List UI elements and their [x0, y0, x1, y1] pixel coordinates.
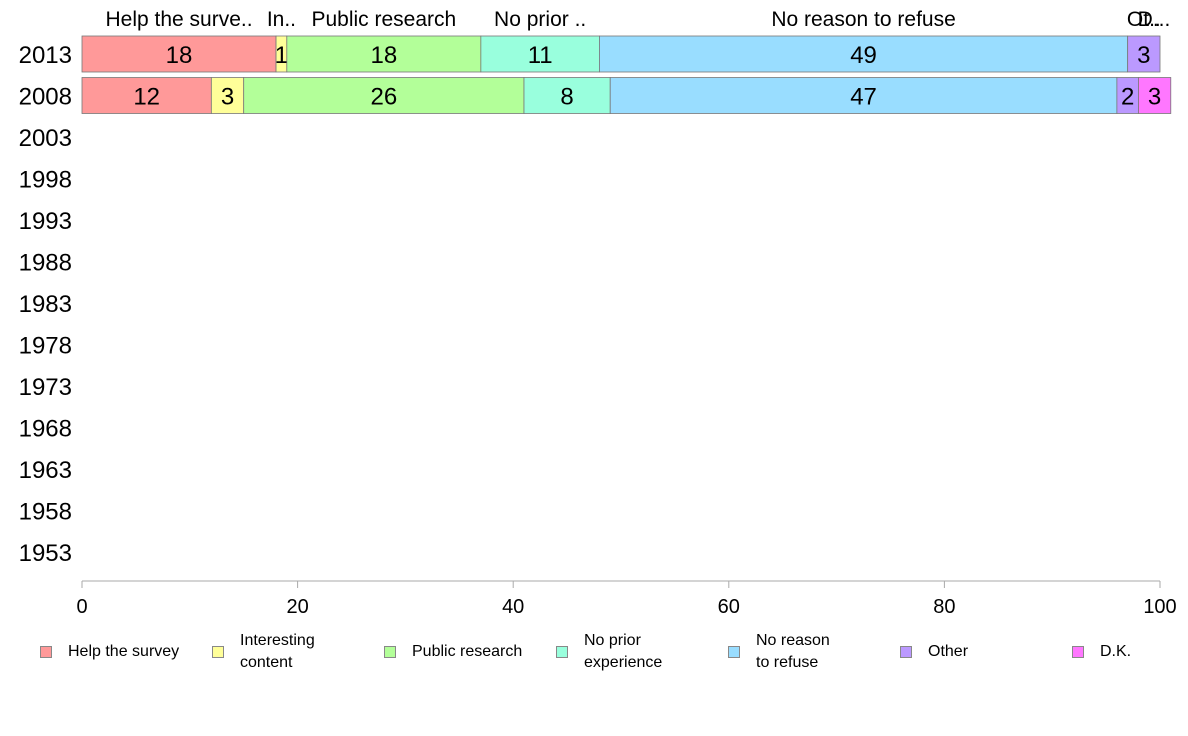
legend-item: D.K.	[1072, 630, 1131, 674]
year-label: 2013	[19, 42, 72, 69]
legend-swatch	[900, 646, 912, 658]
year-label: 1988	[19, 250, 72, 277]
year-label: 1963	[19, 457, 72, 484]
x-tick-label: 80	[933, 596, 955, 618]
x-tick-label: 20	[286, 596, 308, 618]
legend-label: Help the survey	[68, 643, 180, 660]
series-top-label: Ot..	[1127, 8, 1161, 31]
legend-label: No reason to refuse	[756, 632, 830, 671]
x-tick-label: 0	[76, 596, 87, 618]
x-tick-label: 100	[1143, 596, 1176, 618]
legend-swatch	[40, 646, 52, 658]
series-top-label: Public research	[311, 8, 456, 31]
bar-value-label: 47	[850, 84, 877, 111]
bar-value-label: 12	[133, 84, 160, 111]
legend-item: Other	[900, 630, 968, 674]
x-tick-label: 60	[718, 596, 740, 618]
bar-value-label: 1	[275, 42, 288, 69]
bar-value-label: 49	[850, 42, 877, 69]
bar-value-label: 26	[370, 84, 397, 111]
series-top-label: In..	[267, 8, 296, 31]
legend-item: Public research	[384, 630, 522, 674]
legend-swatch	[384, 646, 396, 658]
legend-label: No prior experience	[584, 632, 663, 671]
legend-item: No prior experience	[556, 630, 662, 674]
bar-value-label: 18	[166, 42, 193, 69]
bar-value-label: 11	[528, 42, 553, 69]
year-label: 2008	[19, 84, 72, 111]
series-top-label: Help the surve..	[105, 8, 252, 31]
bar-segment	[81, 77, 212, 114]
legend-swatch	[1072, 646, 1084, 658]
year-label: 1968	[19, 416, 72, 443]
bar-value-label: 3	[221, 84, 234, 111]
series-top-label: D...	[1138, 8, 1171, 31]
bar-segment	[210, 77, 245, 114]
series-top-label: No reason to refuse	[771, 8, 955, 31]
year-label: 1993	[19, 208, 72, 235]
bar-segment	[243, 77, 525, 114]
year-label: 1953	[19, 540, 72, 567]
legend-item: Help the survey	[40, 630, 179, 674]
bar-segment	[523, 77, 611, 114]
bar-segment	[1138, 77, 1172, 114]
legend-label: D.K.	[1100, 643, 1132, 660]
year-label: 1998	[19, 167, 72, 194]
year-label: 1983	[19, 291, 72, 318]
bar-segment	[1127, 35, 1161, 73]
legend-label: Interesting content	[240, 632, 315, 671]
bar-value-label: 2	[1121, 84, 1134, 111]
stacked-bar-chart: 2013200820031998199319881983197819731968…	[19, 8, 1177, 618]
chart-legend: Help the survey Interesting content Public…	[40, 630, 1180, 674]
series-top-label: No prior ..	[494, 8, 586, 31]
legend-swatch	[212, 646, 224, 658]
bar-value-label: 8	[560, 84, 573, 111]
bar-value-label: 3	[1137, 42, 1150, 69]
legend-label: Public research	[412, 643, 523, 660]
x-tick-label: 40	[502, 596, 524, 618]
year-label: 1973	[19, 374, 72, 401]
legend-swatch	[556, 646, 568, 658]
legend-swatch	[728, 646, 740, 658]
bar-value-label: 3	[1148, 84, 1161, 111]
legend-item: Interesting content	[212, 630, 315, 674]
legend-label: Other	[928, 643, 969, 660]
year-label: 1958	[19, 499, 72, 526]
year-label: 2003	[19, 125, 72, 152]
bar-segment	[81, 35, 277, 73]
bar-value-label: 18	[370, 42, 397, 69]
bar-segment	[609, 77, 1118, 114]
bar-segment	[286, 35, 482, 73]
legend-item: No reason to refuse	[728, 630, 830, 674]
year-label: 1978	[19, 333, 72, 360]
